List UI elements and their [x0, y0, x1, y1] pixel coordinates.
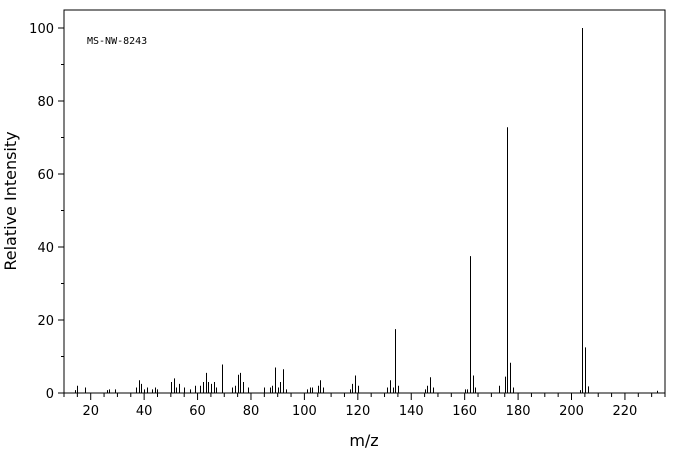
- spectrum-id-annotation: MS-NW-8243: [87, 36, 147, 47]
- y-tick-label: 0: [46, 387, 54, 402]
- x-tick-label: 220: [613, 404, 638, 419]
- x-tick-label: 120: [345, 404, 370, 419]
- y-tick-label: 20: [37, 314, 54, 329]
- y-tick-label: 100: [29, 22, 54, 37]
- y-tick-label: 40: [37, 241, 54, 256]
- x-tick-label: 160: [452, 404, 477, 419]
- x-tick-label: 80: [243, 404, 260, 419]
- y-axis-title: Relative Intensity: [1, 131, 20, 270]
- peak-sticks: [75, 28, 658, 393]
- x-tick-label: 200: [559, 404, 584, 419]
- plot-area-frame: [63, 9, 666, 394]
- x-tick-label: 180: [506, 404, 531, 419]
- y-axis-ticks: 0 20 40 60 80 100: [29, 22, 64, 402]
- x-tick-label: 20: [82, 404, 99, 419]
- x-axis-title: m/z: [349, 431, 378, 450]
- x-tick-label: 140: [399, 404, 424, 419]
- x-tick-label: 100: [292, 404, 317, 419]
- x-tick-label: 60: [189, 404, 206, 419]
- y-tick-label: 60: [37, 168, 54, 183]
- x-axis-ticks: 20 40 60 80 100 120 140 160 180 200 220: [63, 393, 666, 419]
- y-tick-label: 80: [37, 95, 54, 110]
- x-tick-label: 40: [136, 404, 153, 419]
